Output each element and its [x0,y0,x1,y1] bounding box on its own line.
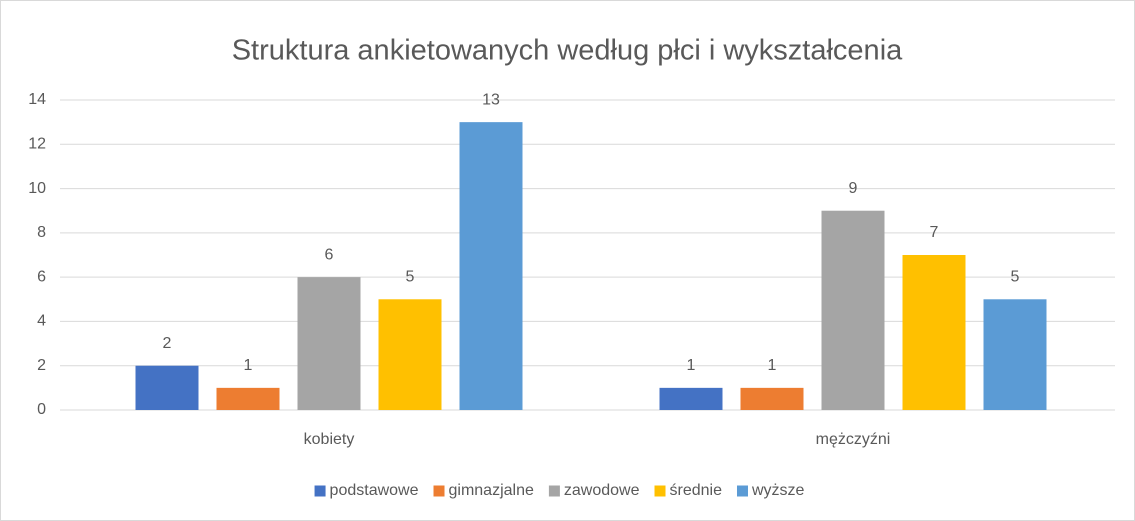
y-tick-label: 6 [37,268,46,285]
legend-swatch [736,485,748,497]
bar [983,299,1047,410]
legend-label: zawodowe [564,482,640,499]
bar [216,387,280,410]
bar [902,255,966,410]
legend-swatch [654,485,666,497]
x-tick-label: kobiety [304,431,355,448]
bar [378,299,442,410]
bar [459,122,523,411]
bar [821,210,885,410]
bar [297,277,361,410]
legend-label: średnie [670,482,723,499]
data-label: 5 [1011,269,1020,286]
bar [740,387,804,410]
chart-title: Struktura ankietowanych według płci i wy… [232,35,903,67]
legend-item: gimnazjalne [433,482,534,499]
data-label: 9 [849,180,858,197]
data-label: 5 [406,269,415,286]
legend-label: gimnazjalne [449,482,534,499]
legend-item: wyższe [736,482,805,499]
legend-label: wyższe [751,482,805,499]
data-label: 13 [482,91,500,108]
y-tick-label: 10 [28,180,46,197]
bar [659,387,723,410]
legend-swatch [548,485,560,497]
y-tick-label: 4 [37,313,46,330]
data-label: 7 [930,224,939,241]
y-tick-label: 12 [28,136,46,153]
legend-item: średnie [654,482,723,499]
y-tick-label: 0 [37,401,46,418]
bar [135,365,199,410]
data-label: 2 [163,335,172,352]
data-label: 6 [325,246,334,263]
data-label: 1 [768,357,777,374]
y-tick-label: 2 [37,357,46,374]
data-label: 1 [687,357,696,374]
legend-item: zawodowe [548,482,640,499]
data-label: 1 [244,357,253,374]
y-tick-label: 14 [28,91,46,108]
legend-swatch [433,485,445,497]
legend-label: podstawowe [330,482,419,499]
y-tick-label: 8 [37,224,46,241]
legend-item: podstawowe [314,482,419,499]
legend-swatch [314,485,326,497]
x-tick-label: mężczyźni [816,431,891,448]
